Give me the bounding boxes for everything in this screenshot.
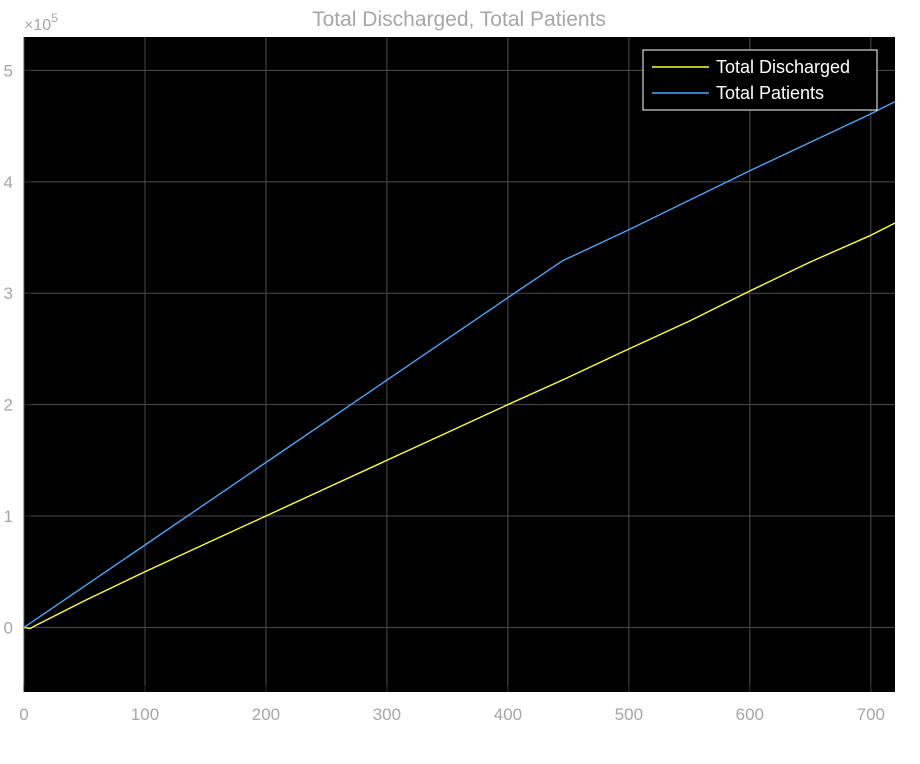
y-tick-label: 1 <box>4 507 13 526</box>
x-tick-label: 0 <box>19 705 28 724</box>
x-tick-label: 600 <box>736 705 764 724</box>
series-line-total-patients <box>23 100 896 628</box>
y-tick-label: 0 <box>4 618 13 637</box>
x-tick-label: 700 <box>857 705 885 724</box>
y-axis-multiplier: ×105 <box>24 11 58 34</box>
legend: Total Discharged Total Patients <box>642 49 878 111</box>
axis-ticks: 0 100 200 300 400 500 600 700 0 1 2 3 4 5 <box>4 61 885 724</box>
y-tick-label: 4 <box>4 173 13 192</box>
plot-area <box>24 37 895 692</box>
y-tick-label: 2 <box>4 396 13 415</box>
legend-label: Total Patients <box>716 83 824 103</box>
y-multiplier-exponent: 5 <box>51 11 58 25</box>
x-tick-label: 400 <box>494 705 522 724</box>
x-tick-label: 100 <box>131 705 159 724</box>
legend-box <box>642 49 878 111</box>
series-line-total-discharged <box>23 222 896 630</box>
y-tick-label: 3 <box>4 284 13 303</box>
chart-title: Total Discharged, Total Patients <box>312 8 606 31</box>
x-tick-label: 500 <box>615 705 643 724</box>
x-tick-label: 300 <box>373 705 401 724</box>
x-tick-label: 200 <box>252 705 280 724</box>
y-multiplier-base: ×10 <box>24 17 51 34</box>
y-tick-label: 5 <box>4 61 13 80</box>
series-lines <box>23 100 896 630</box>
legend-label: Total Discharged <box>716 57 850 77</box>
